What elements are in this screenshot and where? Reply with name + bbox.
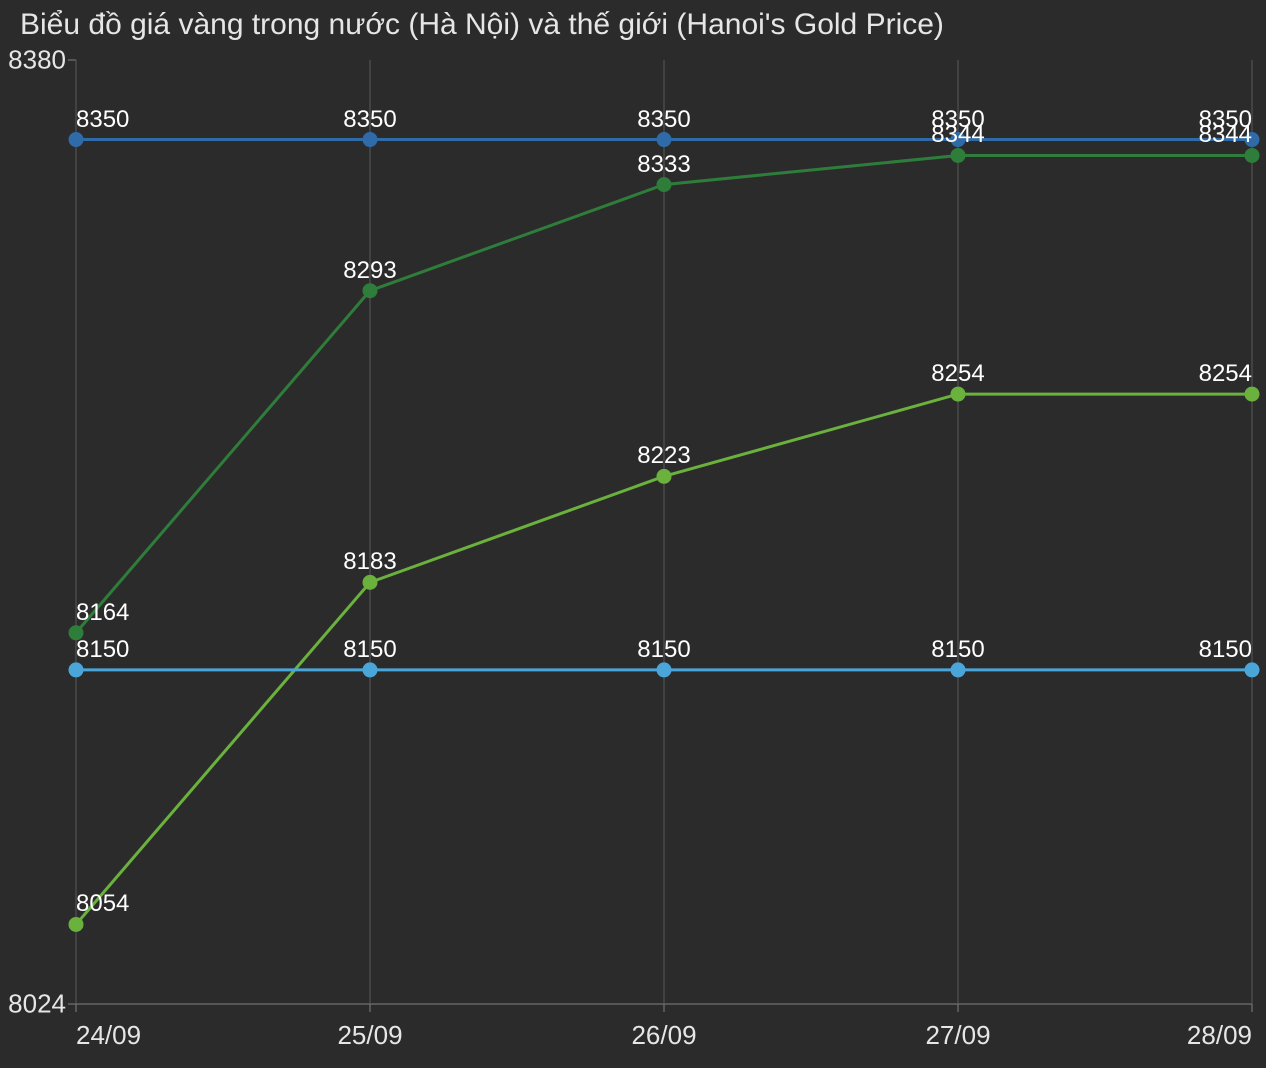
chart-canvas xyxy=(0,0,1266,1068)
point-label: 8293 xyxy=(343,257,396,285)
point-label: 8350 xyxy=(76,106,129,134)
x-tick-label: 25/09 xyxy=(337,1020,402,1051)
chart-title: Biểu đồ giá vàng trong nước (Hà Nội) và … xyxy=(20,8,944,42)
point-label: 8333 xyxy=(637,151,690,179)
gold-price-chart: Biểu đồ giá vàng trong nước (Hà Nội) và … xyxy=(0,0,1266,1068)
x-tick-label: 24/09 xyxy=(76,1020,141,1051)
point-label: 8344 xyxy=(931,121,984,149)
point-label: 8164 xyxy=(76,599,129,627)
point-label: 8150 xyxy=(931,636,984,664)
point-label: 8150 xyxy=(76,636,129,664)
x-tick-label: 28/09 xyxy=(1187,1020,1252,1051)
point-label: 8254 xyxy=(1199,360,1252,388)
x-tick-label: 26/09 xyxy=(631,1020,696,1051)
y-tick-label: 8024 xyxy=(8,989,66,1020)
point-label: 8254 xyxy=(931,360,984,388)
point-label: 8344 xyxy=(1199,121,1252,149)
point-label: 8350 xyxy=(343,106,396,134)
point-label: 8350 xyxy=(637,106,690,134)
point-label: 8054 xyxy=(76,890,129,918)
point-label: 8150 xyxy=(637,636,690,664)
x-tick-label: 27/09 xyxy=(925,1020,990,1051)
point-label: 8223 xyxy=(637,442,690,470)
point-label: 8150 xyxy=(343,636,396,664)
point-label: 8183 xyxy=(343,548,396,576)
y-tick-label: 8380 xyxy=(8,45,66,76)
point-label: 8150 xyxy=(1199,636,1252,664)
